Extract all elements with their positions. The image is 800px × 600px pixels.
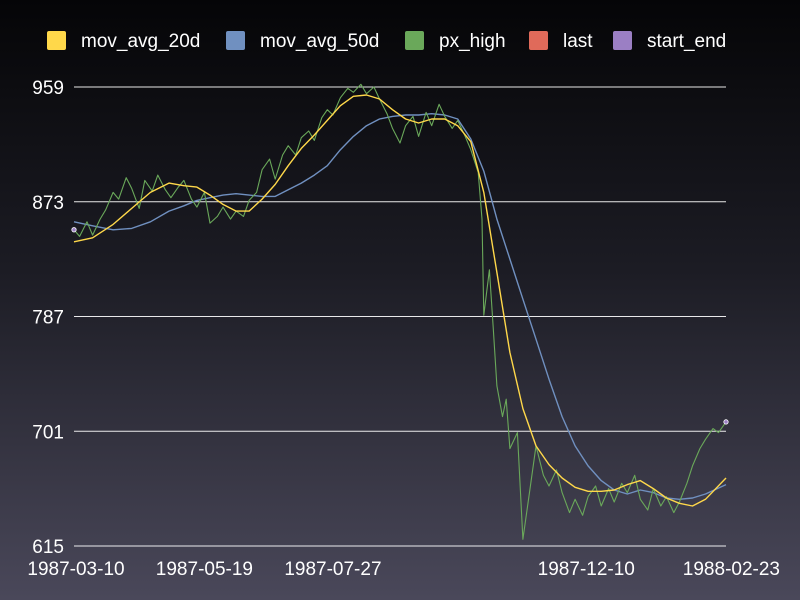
y-tick-label: 701 bbox=[32, 422, 64, 443]
legend-label: last bbox=[563, 31, 593, 52]
series-line-px-high bbox=[73, 83, 727, 540]
x-tick-label: 1987-03-10 bbox=[27, 559, 124, 580]
x-tick-label: 1988-02-23 bbox=[683, 559, 780, 580]
legend-item-mov-avg-20d: mov_avg_20d bbox=[47, 31, 200, 52]
series-line-mov-avg-20d bbox=[73, 94, 727, 507]
legend-swatch bbox=[613, 31, 632, 50]
x-tick-label: 1987-12-10 bbox=[538, 559, 635, 580]
endpoint-markers bbox=[71, 227, 729, 425]
x-tick-label: 1987-07-27 bbox=[284, 559, 381, 580]
y-tick-label: 787 bbox=[32, 308, 64, 329]
legend-label: start_end bbox=[647, 31, 726, 52]
y-axis: 615 701 787 873 959 bbox=[32, 78, 64, 558]
start-end-marker bbox=[723, 419, 729, 425]
legend-swatch bbox=[226, 31, 245, 50]
chart-legend: mov_avg_20d mov_avg_50d px_high last start_e… bbox=[47, 31, 726, 52]
grid-lines bbox=[74, 86, 726, 547]
series-lines bbox=[73, 83, 727, 540]
y-tick-label: 873 bbox=[32, 193, 64, 214]
start-end-marker bbox=[71, 227, 77, 233]
legend-item-px-high: px_high bbox=[405, 31, 506, 52]
legend-item-mov-avg-50d: mov_avg_50d bbox=[226, 31, 379, 52]
y-tick-label: 959 bbox=[32, 78, 64, 99]
legend-swatch bbox=[47, 31, 66, 50]
legend-label: mov_avg_20d bbox=[81, 31, 200, 52]
legend-label: mov_avg_50d bbox=[260, 31, 379, 52]
legend-item-last: last bbox=[529, 31, 593, 52]
legend-swatch bbox=[529, 31, 548, 50]
legend-item-start-end: start_end bbox=[613, 31, 726, 52]
legend-swatch bbox=[405, 31, 424, 50]
series-line-mov-avg-50d bbox=[73, 113, 727, 500]
x-axis: 1987-03-10 1987-05-19 1987-07-27 1987-12-10… bbox=[27, 559, 780, 580]
x-tick-label: 1987-05-19 bbox=[156, 559, 253, 580]
y-tick-label: 615 bbox=[32, 537, 64, 558]
legend-label: px_high bbox=[439, 31, 506, 52]
